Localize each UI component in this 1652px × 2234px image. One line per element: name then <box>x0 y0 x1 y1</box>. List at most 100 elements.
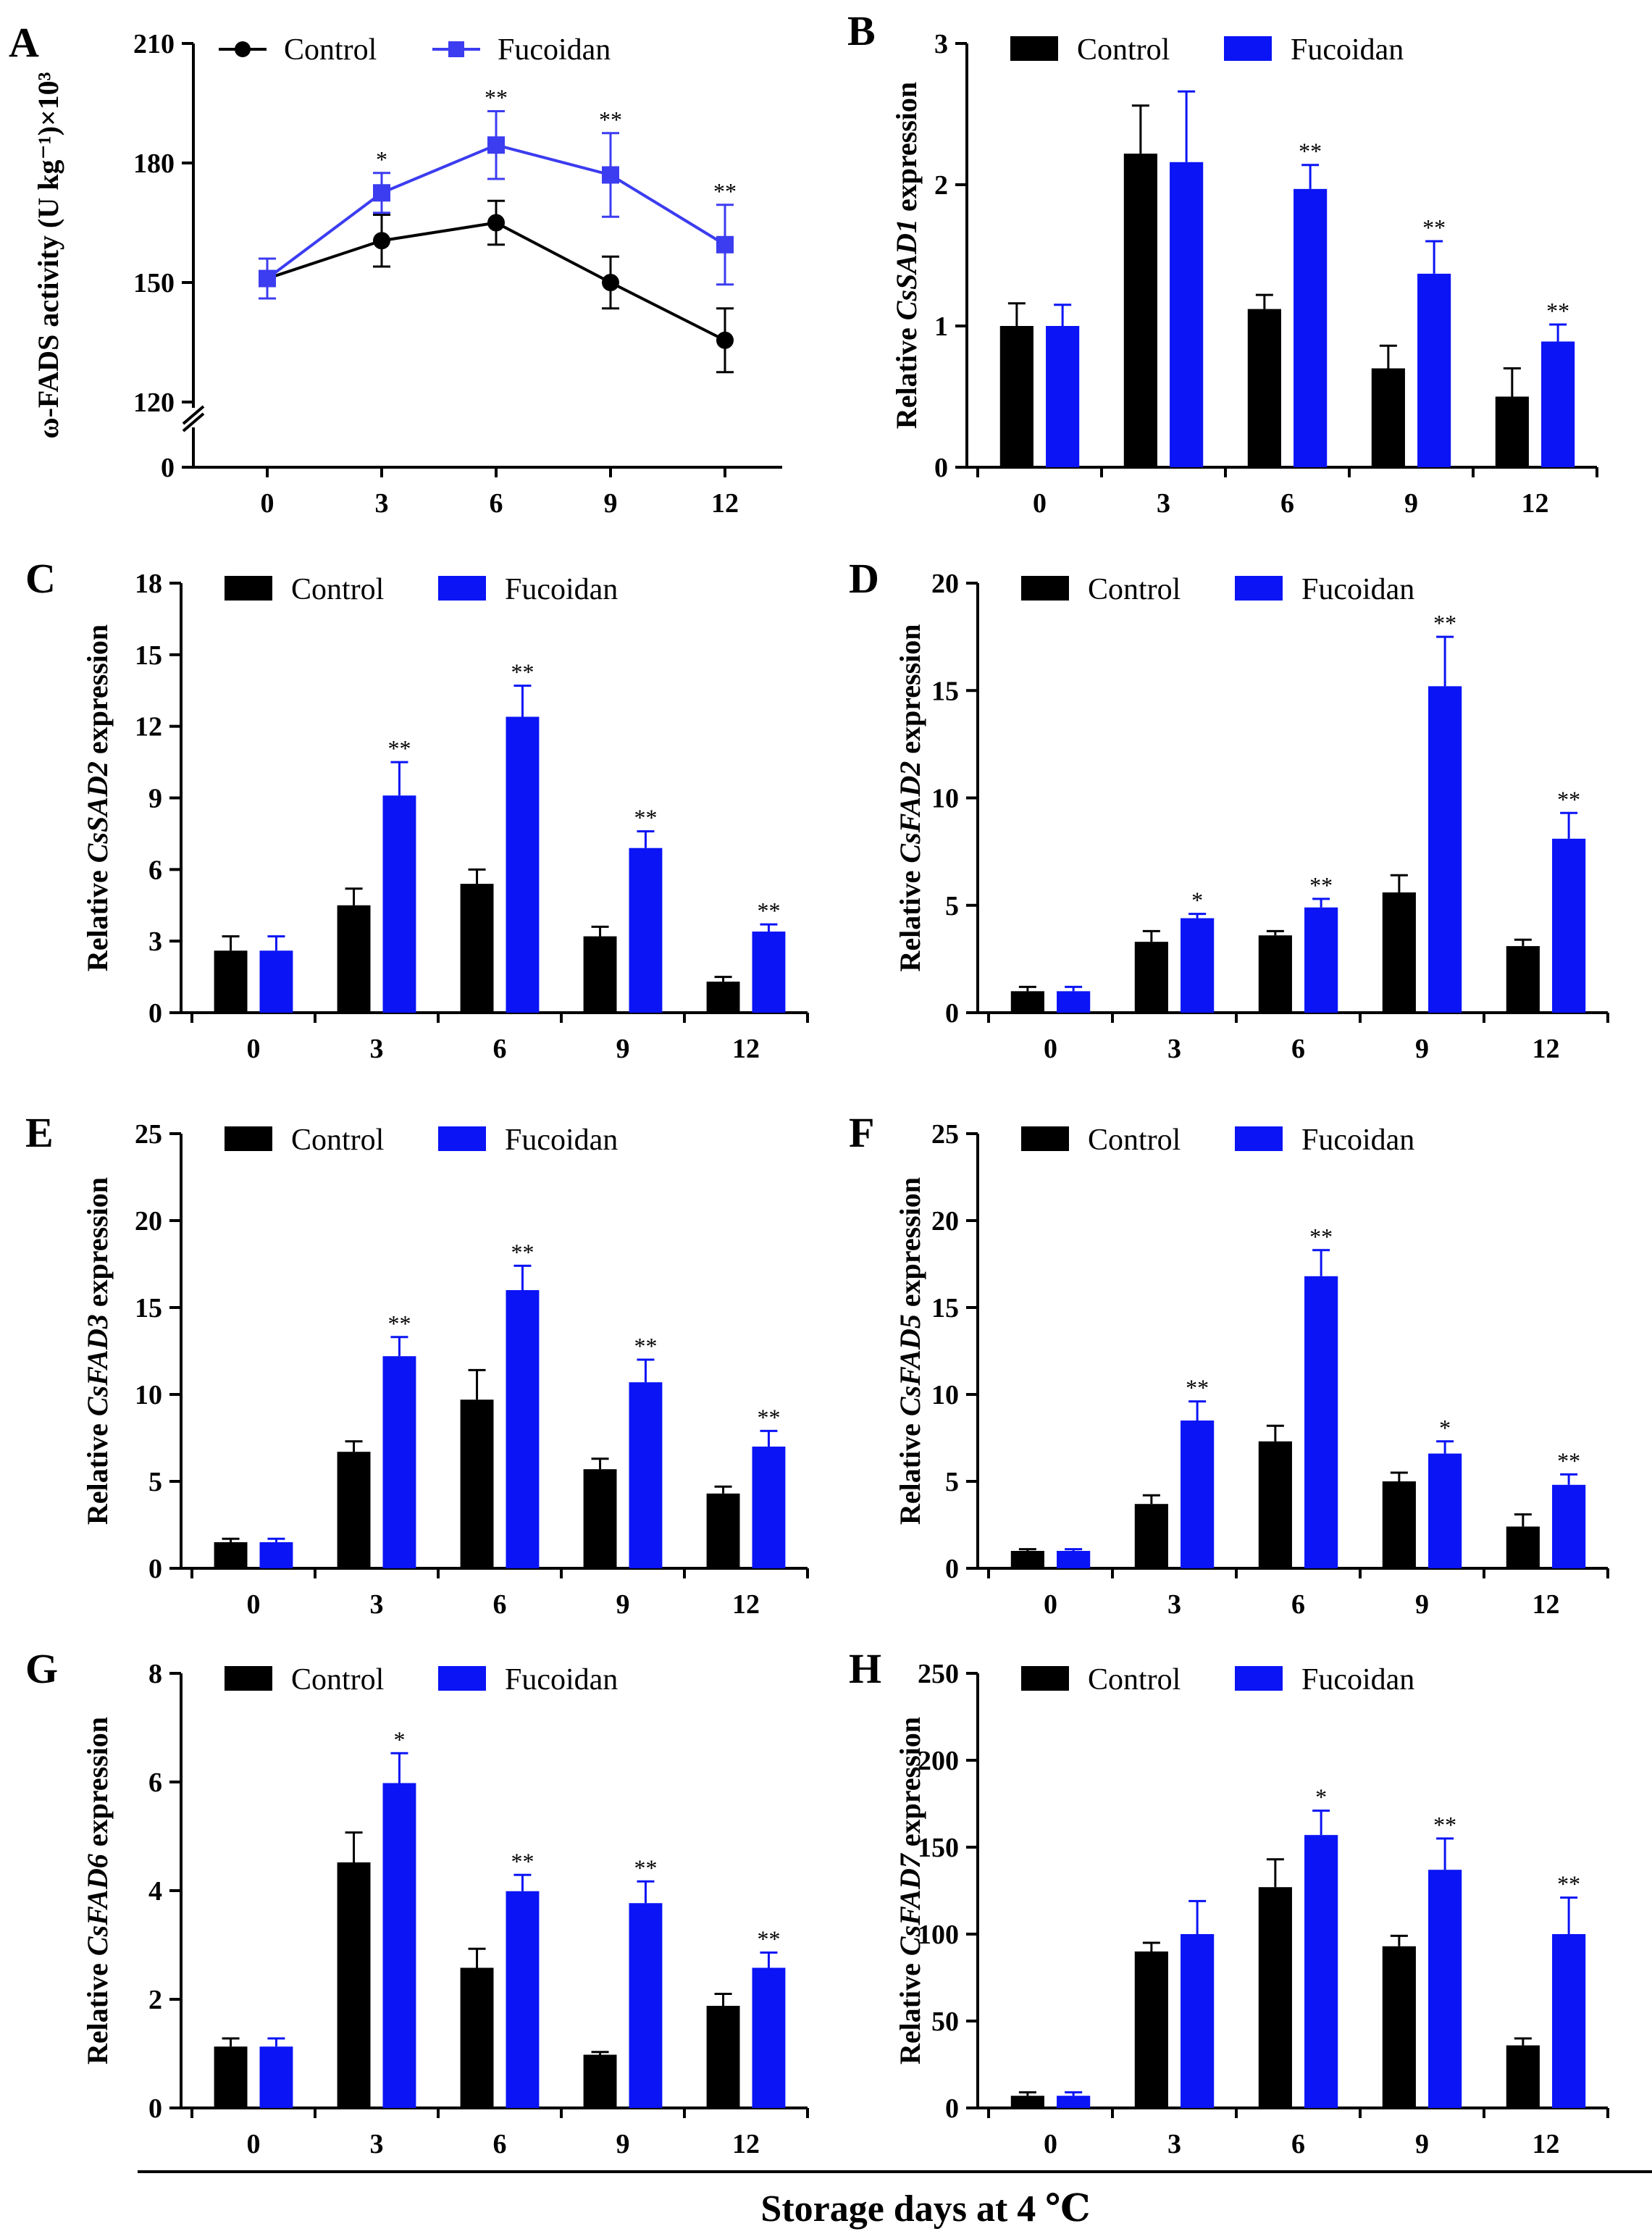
y-tick-label: 20 <box>135 1206 162 1237</box>
y-tick-label: 3 <box>934 29 948 59</box>
y-tick-label: 10 <box>931 784 959 814</box>
bar-fucoidan <box>1428 686 1462 1013</box>
legend-control-swatch <box>1021 1666 1069 1691</box>
y-tick-label: 3 <box>148 926 162 957</box>
y-tick-label: 8 <box>148 1659 162 1689</box>
y-axis-label-suffix: expression <box>894 1177 926 1314</box>
bar-control <box>214 1542 248 1568</box>
y-axis-label: Relative CsFAD5 expression <box>894 1177 926 1525</box>
legend-fucoidan-label: Fucoidan <box>1301 1663 1414 1697</box>
bar-fucoidan <box>1046 326 1080 467</box>
y-axis-label-prefix: Relative <box>81 1956 114 2064</box>
legend-control-label: Control <box>1088 1124 1181 1157</box>
bar-fucoidan <box>506 1891 540 2108</box>
legend-control-swatch <box>1021 576 1069 601</box>
data-point-control <box>373 232 390 250</box>
x-tick-label: 12 <box>1522 488 1549 519</box>
bar-control <box>1382 1946 1416 2108</box>
x-tick-label: 3 <box>1167 1034 1181 1064</box>
significance-mark: ** <box>1557 1447 1580 1473</box>
bar-fucoidan <box>1293 188 1328 467</box>
legend-fucoidan-label: Fucoidan <box>1291 33 1404 67</box>
significance-mark: ** <box>1433 610 1456 636</box>
y-tick-label: 10 <box>931 1380 959 1410</box>
x-tick-label: 6 <box>1280 488 1294 519</box>
bar-fucoidan <box>382 1783 416 2108</box>
bar-control <box>1247 309 1281 467</box>
panel-g: G 0 2 4 6 8 0 3 6 9 12 Relative CsFAD6 expression Co… <box>25 1645 809 2159</box>
y-tick-label: 25 <box>931 1119 959 1150</box>
bar-fucoidan <box>1552 1484 1586 1568</box>
x-tick-label: 0 <box>1044 1589 1057 1620</box>
bar-control <box>583 1469 617 1568</box>
y-axis-label-gene: CsFAD3 <box>81 1314 114 1416</box>
bar-fucoidan <box>382 1356 416 1568</box>
x-tick-label: 6 <box>1291 1589 1305 1620</box>
bar-fucoidan <box>1181 918 1215 1013</box>
y-axis-label-gene: CsSAD2 <box>81 761 114 863</box>
legend-control-label: Control <box>291 1663 384 1697</box>
x-tick-label: 6 <box>1291 1034 1305 1064</box>
bar-control <box>337 1452 371 1568</box>
x-tick-label: 3 <box>375 488 389 519</box>
legend-control-swatch <box>225 1126 272 1151</box>
y-tick-label: 5 <box>945 1467 959 1497</box>
significance-mark: * <box>393 1726 405 1752</box>
x-tick-label: 12 <box>732 1034 760 1064</box>
data-point-control <box>487 214 505 232</box>
significance-mark: ** <box>634 1854 657 1881</box>
legend-control-marker <box>235 41 251 57</box>
y-axis-label-prefix: Relative <box>894 863 926 972</box>
significance-mark: ** <box>511 1239 534 1265</box>
y-tick-label: 5 <box>945 891 959 921</box>
legend-fucoidan-swatch <box>1235 1666 1283 1691</box>
y-tick-label: 50 <box>931 2007 959 2037</box>
y-tick-label: 4 <box>148 1876 162 1907</box>
bar-fucoidan <box>629 1903 663 2108</box>
y-tick-label: 0 <box>161 453 175 483</box>
x-tick-label: 3 <box>1157 488 1170 519</box>
significance-mark: * <box>1315 1784 1327 1810</box>
panel-letter: E <box>25 1109 54 1156</box>
bar-fucoidan <box>1304 1276 1338 1568</box>
y-axis-label-suffix: expression <box>81 1177 114 1314</box>
x-tick-label: 9 <box>1415 1034 1429 1064</box>
bar-control <box>460 884 494 1013</box>
bar-fucoidan <box>1181 1934 1215 2108</box>
legend-control-swatch <box>1010 36 1058 61</box>
y-axis-label: Relative CsFAD3 expression <box>81 1177 114 1525</box>
bar-control <box>1258 1441 1292 1568</box>
legend-fucoidan-marker <box>448 41 464 57</box>
bar-control <box>214 950 248 1013</box>
y-tick-label: 120 <box>133 388 175 418</box>
y-axis-label-gene: CsSAD1 <box>890 219 923 320</box>
bar-control <box>1123 154 1157 467</box>
legend-fucoidan-label: Fucoidan <box>505 1124 618 1157</box>
legend-control-label: Control <box>1088 1663 1181 1697</box>
x-tick-label: 6 <box>1291 2129 1305 2159</box>
legend-fucoidan-swatch <box>1235 576 1283 601</box>
y-tick-label: 180 <box>133 148 175 179</box>
y-tick-label: 0 <box>945 2093 959 2124</box>
significance-mark: ** <box>1422 214 1446 240</box>
bar-control <box>1134 942 1168 1013</box>
x-tick-label: 0 <box>261 488 274 519</box>
y-axis-label-suffix: expression <box>890 82 923 219</box>
y-tick-label: 250 <box>918 1659 959 1689</box>
significance-mark: ** <box>511 659 534 685</box>
legend-control-label: Control <box>291 573 384 606</box>
bar-control <box>583 936 617 1013</box>
y-axis-label: Relative CsSAD2 expression <box>81 624 114 971</box>
significance-mark: ** <box>634 1333 657 1359</box>
bar-control <box>1506 2045 1540 2108</box>
y-axis-label: Relative CsFAD2 expression <box>894 624 926 971</box>
x-tick-label: 9 <box>1415 2129 1429 2159</box>
bar-control <box>1134 1951 1168 2108</box>
legend-fucoidan-label: Fucoidan <box>505 573 618 606</box>
bar-control <box>1506 1526 1540 1568</box>
panel-letter: G <box>25 1645 58 1692</box>
legend-control-swatch <box>1021 1126 1069 1151</box>
y-tick-label: 0 <box>148 998 162 1029</box>
x-tick-label: 0 <box>1044 2129 1057 2159</box>
